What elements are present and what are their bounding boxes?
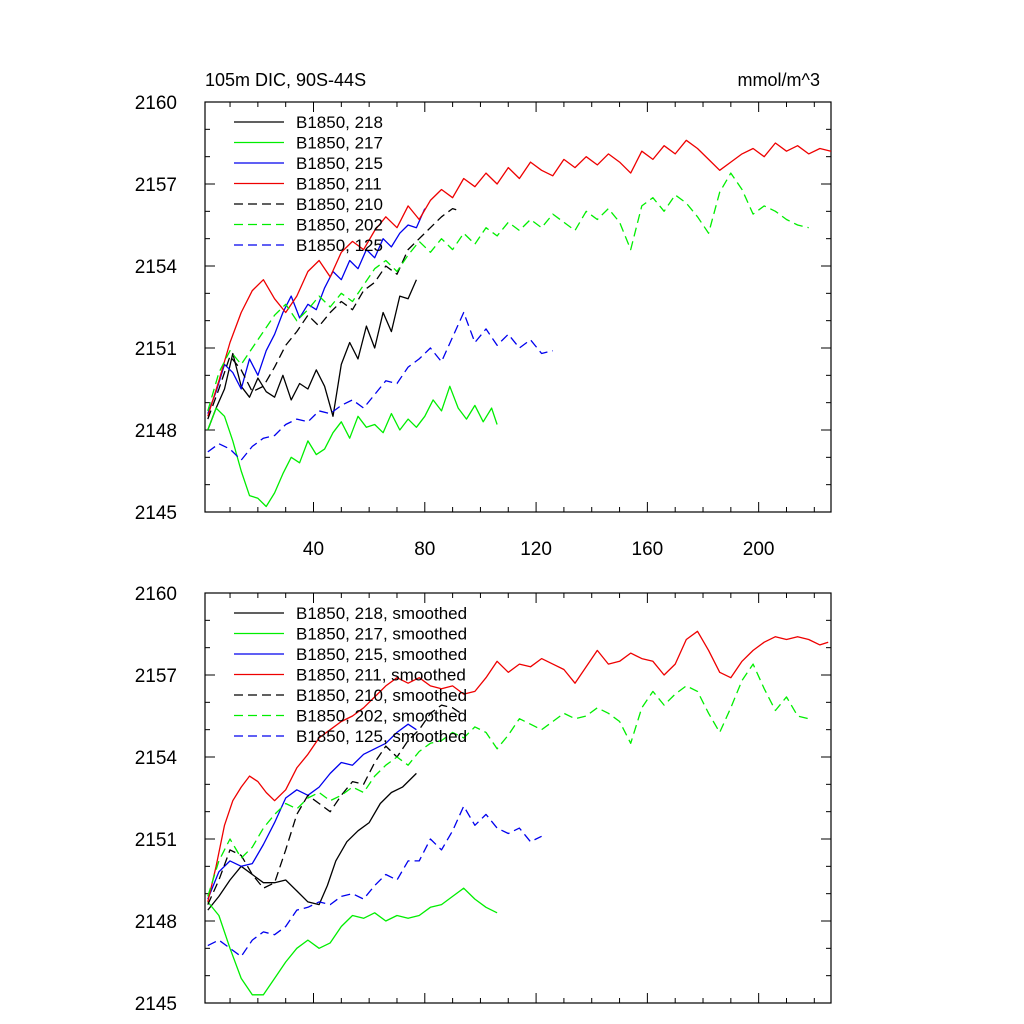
y-tick-label: 2160 [135,93,177,114]
series-line-b1850-211-smoothed [207,630,829,903]
legend-label: B1850, 125 [296,236,383,255]
series-line-b1850-211 [207,139,832,417]
legend-label: B1850, 202, smoothed [296,707,467,726]
series-line-b1850-218 [207,279,417,431]
legend: B1850, 218, smoothed B1850, 217, smoothed… [234,604,467,746]
y-tick-label: 2160 [135,584,177,605]
y-axis-tick-labels: 2145 2148 2151 2154 2157 2160 [135,584,178,1015]
legend-label: B1850, 210 [296,195,383,214]
legend-label: B1850, 218 [296,113,383,132]
legend-label: B1850, 210, smoothed [296,686,467,705]
series-line-b1850-215 [207,208,426,414]
x-tick-label: 40 [303,539,324,560]
legend-label: B1850, 217 [296,134,383,153]
y-axis-tick-labels: 2145 2148 2151 2154 2157 2160 [135,93,178,524]
axis-ticks [205,101,831,513]
x-tick-label: 200 [743,539,775,560]
y-tick-label: 2145 [135,503,177,524]
series-line-b1850-125-smoothed [207,805,542,958]
legend-label: B1850, 218, smoothed [296,604,467,623]
x-axis-tick-labels: 40 80 120 160 200 [303,539,775,560]
y-tick-label: 2145 [135,994,177,1015]
legend-label: B1850, 211 [296,175,382,194]
series-line-b1850-125 [207,311,553,461]
x-tick-label: 160 [632,539,664,560]
y-tick-label: 2148 [135,912,177,933]
series-line-b1850-202 [207,172,809,412]
series-line-b1850-210-smoothed [207,704,462,905]
legend-label: B1850, 125, smoothed [296,727,467,746]
series-line-b1850-217 [207,385,498,508]
y-tick-label: 2154 [135,257,178,278]
x-tick-label: 80 [414,539,435,560]
axis-ticks [205,592,831,1004]
units-label: mmol/m^3 [738,70,820,90]
x-tick-label: 120 [520,539,552,560]
legend-label: B1850, 211, smoothed [296,666,466,685]
legend-label: B1850, 215 [296,154,383,173]
legend-label: B1850, 202 [296,216,383,235]
chart-title: 105m DIC, 90S-44S [205,70,366,90]
panel-bottom-smoothed: 2145 2148 2151 2154 2157 2160 B1850, 218, smo… [135,584,832,1015]
panel-top-raw: 105m DIC, 90S-44S mmol/m^3 2145214821512… [135,70,832,560]
series-line-b1850-215-smoothed [207,723,417,900]
y-tick-label: 2157 [135,666,177,687]
data-series [207,139,832,508]
series-line-b1850-218-smoothed [207,772,417,911]
series-line-b1850-202-smoothed [207,663,809,897]
plot-frame [204,101,832,513]
y-tick-label: 2148 [135,421,177,442]
y-tick-label: 2151 [135,339,177,360]
y-tick-label: 2151 [135,830,177,851]
plot-frame [204,592,832,1004]
y-tick-label: 2154 [135,748,178,769]
series-line-b1850-217-smoothed [207,887,498,996]
legend-label: B1850, 215, smoothed [296,645,467,664]
series-line-b1850-210 [207,207,462,420]
legend-label: B1850, 217, smoothed [296,625,467,644]
data-series [207,630,829,996]
y-tick-label: 2157 [135,175,177,196]
